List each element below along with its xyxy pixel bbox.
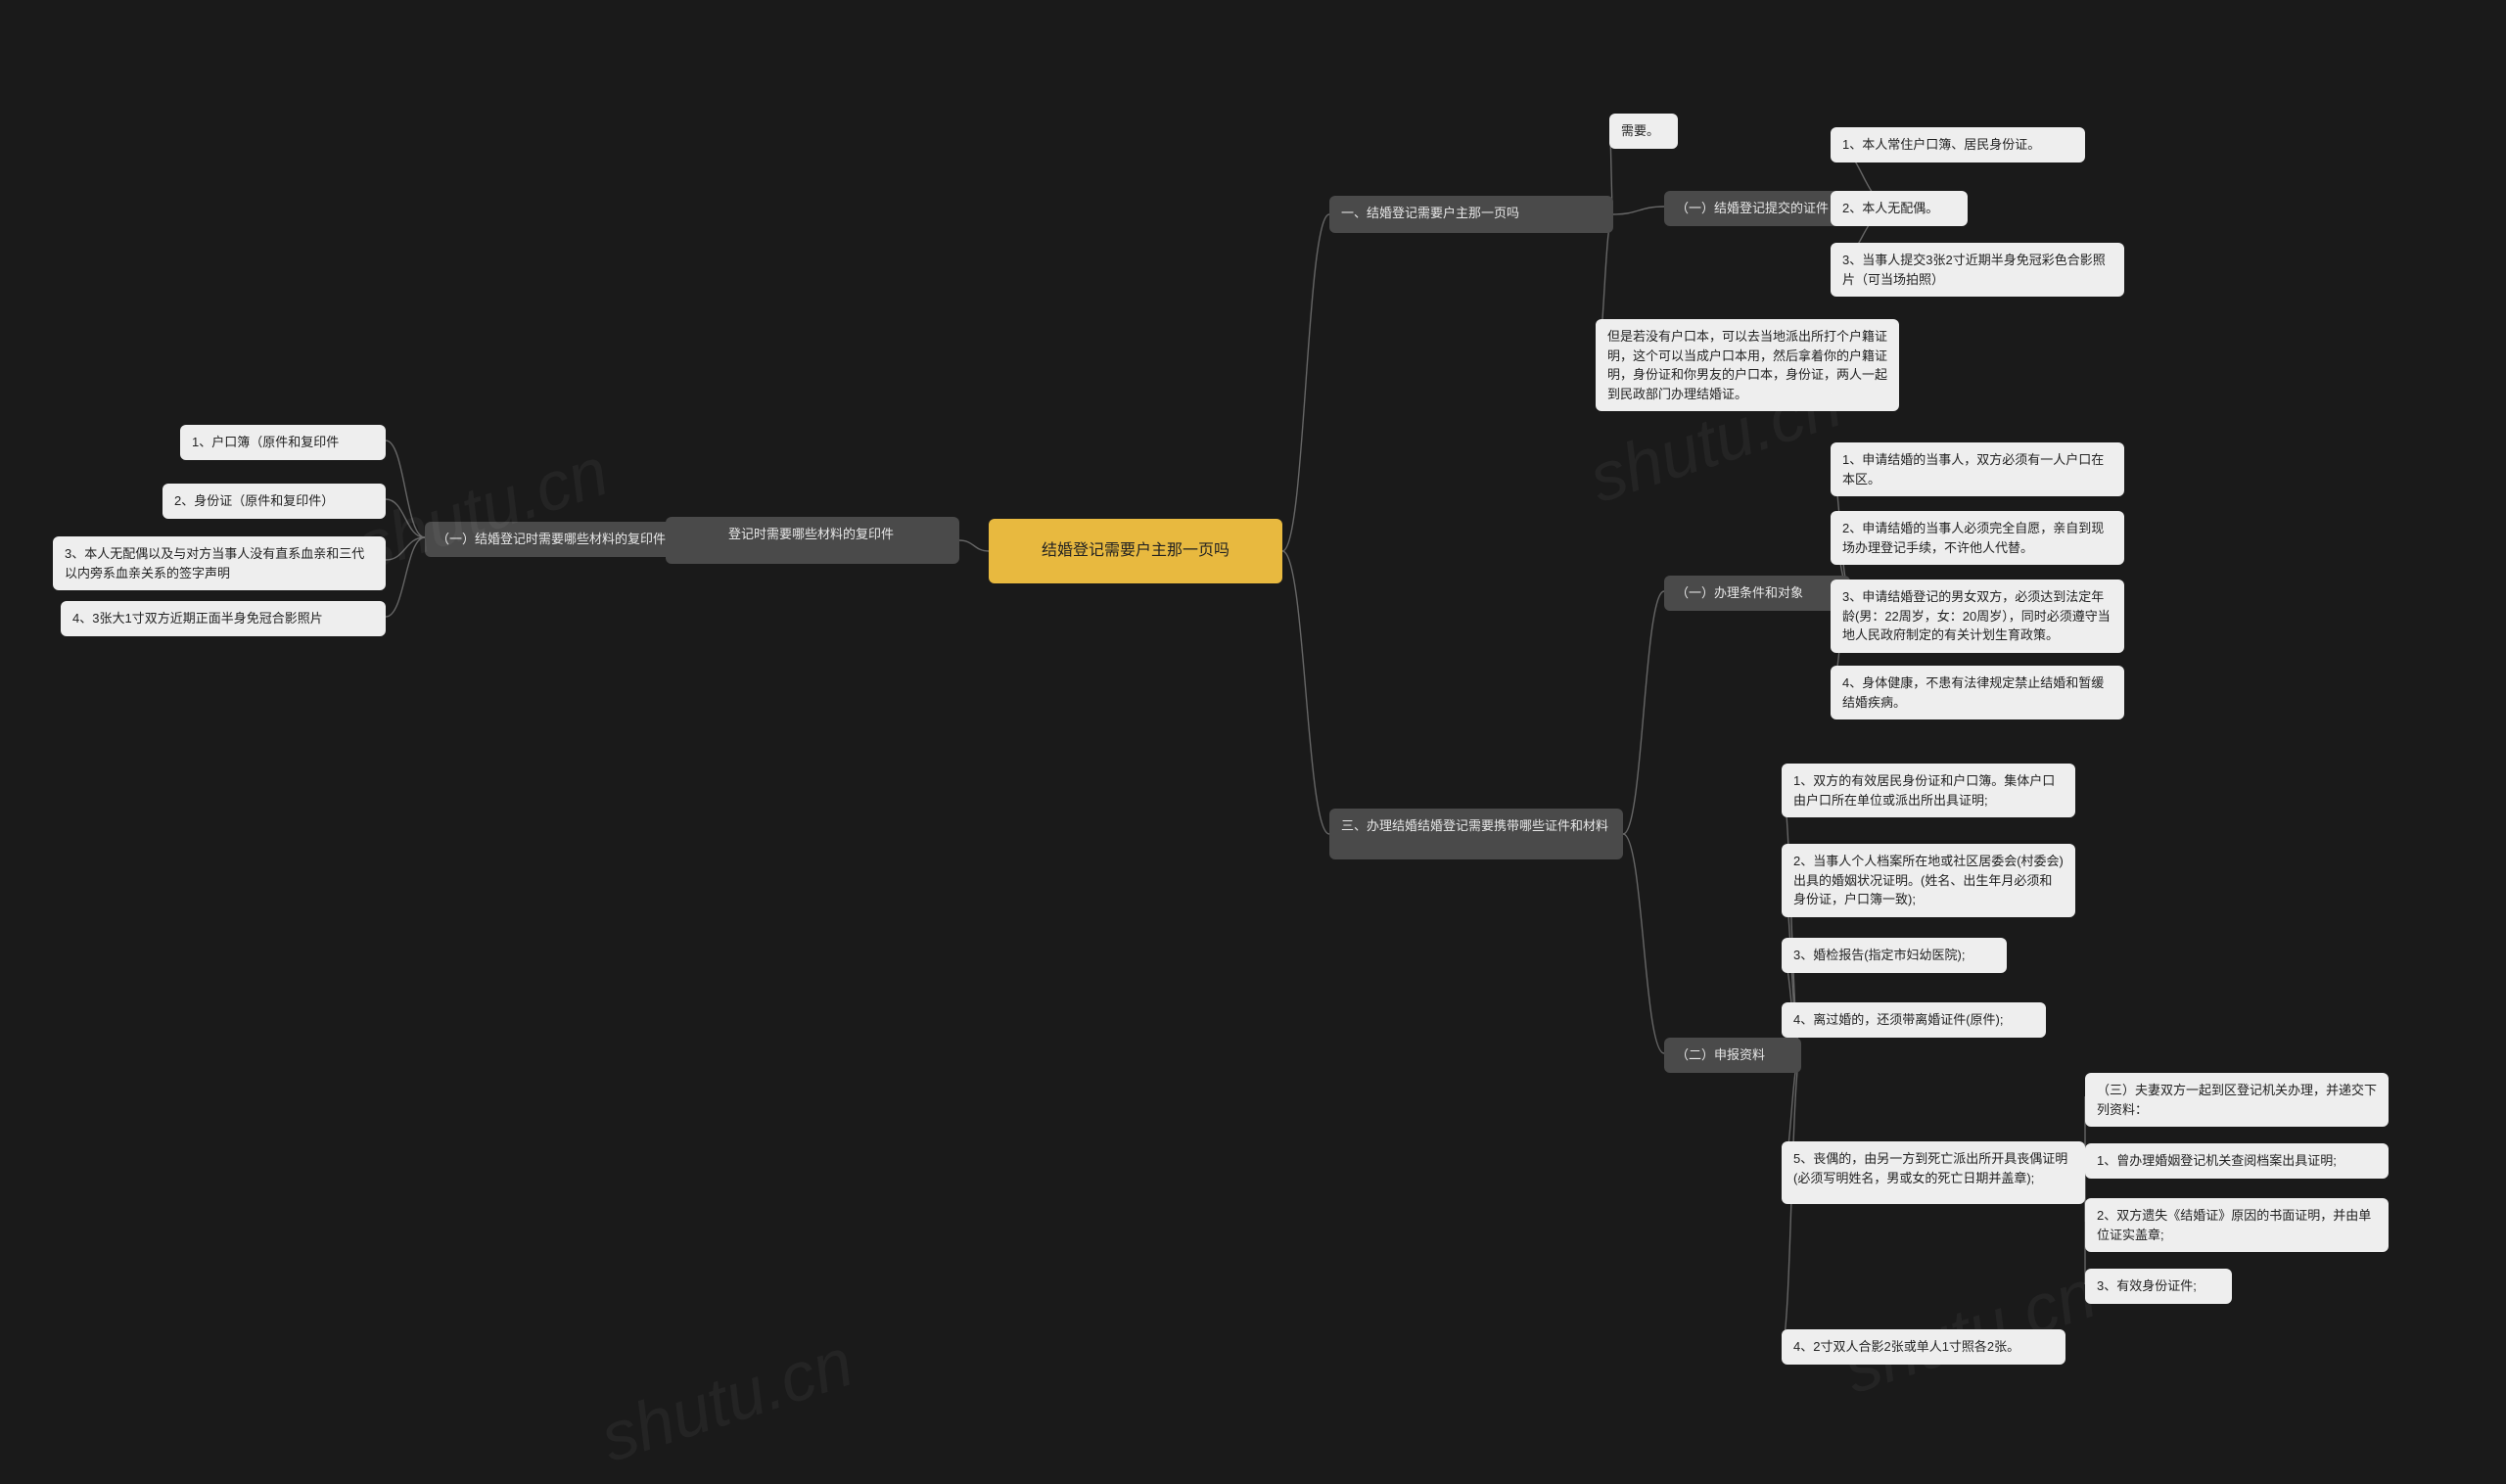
connector: [1282, 214, 1329, 551]
node-b2a2[interactable]: 2、身份证（原件和复印件）: [162, 484, 386, 519]
node-b1c[interactable]: 但是若没有户口本，可以去当地派出所打个户籍证明，这个可以当成户口本用，然后拿着你…: [1596, 319, 1899, 411]
node-b3b5a[interactable]: （三）夫妻双方一起到区登记机关办理，并递交下列资料：: [2085, 1073, 2389, 1127]
connector: [386, 537, 425, 617]
node-b3b2[interactable]: 2、当事人个人档案所在地或社区居委会(村委会)出具的婚姻状况证明。(姓名、出生年…: [1782, 844, 2075, 917]
node-b1b3[interactable]: 3、当事人提交3张2寸近期半身免冠彩色合影照片（可当场拍照）: [1831, 243, 2124, 297]
watermark: shutu.cn: [591, 1322, 861, 1477]
node-b3a1[interactable]: 1、申请结婚的当事人，双方必须有一人户口在本区。: [1831, 442, 2124, 496]
node-b3a3[interactable]: 3、申请结婚登记的男女双方，必须达到法定年龄(男：22周岁，女：20周岁），同时…: [1831, 580, 2124, 653]
node-b2a4[interactable]: 4、3张大1寸双方近期正面半身免冠合影照片: [61, 601, 386, 636]
connector: [386, 499, 425, 537]
node-b1b1[interactable]: 1、本人常住户口簿、居民身份证。: [1831, 127, 2085, 162]
node-b3b5c[interactable]: 2、双方遗失《结婚证》原因的书面证明，并由单位证实盖章;: [2085, 1198, 2389, 1252]
node-b1a[interactable]: 需要。: [1609, 114, 1678, 149]
node-b1b2[interactable]: 2、本人无配偶。: [1831, 191, 1968, 226]
connector: [1623, 591, 1664, 834]
node-b3[interactable]: 三、办理结婚结婚登记需要携带哪些证件和材料: [1329, 809, 1623, 859]
connector: [386, 441, 425, 537]
node-b3b5b[interactable]: 1、曾办理婚姻登记机关查阅档案出具证明;: [2085, 1143, 2389, 1179]
node-b2a3[interactable]: 3、本人无配偶以及与对方当事人没有直系血亲和三代以内旁系血亲关系的签字声明: [53, 536, 386, 590]
connector: [1623, 834, 1664, 1053]
node-b1[interactable]: 一、结婚登记需要户主那一页吗: [1329, 196, 1613, 233]
node-b3b5d[interactable]: 3、有效身份证件;: [2085, 1269, 2232, 1304]
connector: [959, 540, 989, 551]
node-b2a[interactable]: （一）结婚登记时需要哪些材料的复印件: [425, 522, 728, 557]
node-b3a2[interactable]: 2、申请结婚的当事人必须完全自愿，亲自到现场办理登记手续，不许他人代替。: [1831, 511, 2124, 565]
connector: [1613, 207, 1664, 214]
connector: [386, 537, 425, 560]
connector-layer: [0, 0, 2506, 1484]
node-b3b3[interactable]: 3、婚检报告(指定市妇幼医院);: [1782, 938, 2007, 973]
node-b3a4[interactable]: 4、身体健康，不患有法律规定禁止结婚和暂缓结婚疾病。: [1831, 666, 2124, 719]
connector: [1282, 551, 1329, 834]
node-b3b6[interactable]: 4、2寸双人合影2张或单人1寸照各2张。: [1782, 1329, 2065, 1365]
node-root[interactable]: 结婚登记需要户主那一页吗: [989, 519, 1282, 583]
node-b3b5[interactable]: 5、丧偶的，由另一方到死亡派出所开具丧偶证明(必须写明姓名，男或女的死亡日期并盖…: [1782, 1141, 2085, 1204]
node-b3b1[interactable]: 1、双方的有效居民身份证和户口簿。集体户口由户口所在单位或派出所出具证明;: [1782, 764, 2075, 817]
node-b3b4[interactable]: 4、离过婚的，还须带离婚证件(原件);: [1782, 1002, 2046, 1038]
node-b3a[interactable]: （一）办理条件和对象: [1664, 576, 1850, 611]
watermark: shutu.cn: [347, 432, 617, 586]
node-b3b[interactable]: （二）申报资料: [1664, 1038, 1801, 1073]
node-b2a1[interactable]: 1、户口簿（原件和复印件: [180, 425, 386, 460]
